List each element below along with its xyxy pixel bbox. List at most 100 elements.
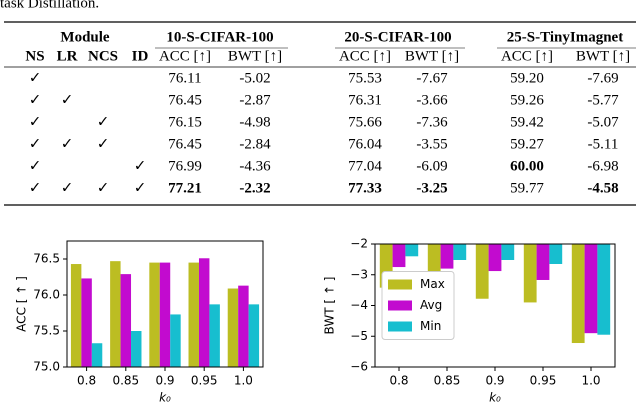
cell: 76.11 — [168, 70, 201, 86]
y-tick-label: 76.5 — [33, 252, 60, 266]
cell: -2.32 — [239, 180, 270, 196]
bar — [131, 331, 142, 367]
cell: -3.55 — [416, 136, 447, 152]
bar — [209, 304, 220, 367]
column-header: BWT [↑] — [405, 48, 459, 64]
x-axis-label: k₀ — [489, 391, 501, 405]
caption: task Distillation. — [0, 0, 99, 11]
bar — [597, 244, 611, 335]
x-tick-label: 0.9 — [485, 374, 504, 388]
column-header: ACC [↑] — [159, 48, 211, 64]
cell: -5.11 — [588, 136, 619, 152]
column-header: NCS — [88, 48, 118, 64]
bar — [238, 285, 249, 367]
column-header: LR — [57, 48, 78, 64]
check-mark: ✓ — [29, 114, 42, 130]
y-axis-label: ACC [ ↑ ] — [15, 276, 29, 332]
cell: -3.66 — [416, 92, 448, 108]
check-mark: ✓ — [97, 136, 110, 152]
cell: -4.36 — [239, 158, 271, 174]
bar — [440, 244, 454, 269]
bar — [70, 264, 82, 367]
cell: 77.33 — [348, 180, 382, 196]
column-header: BWT [↑] — [576, 48, 630, 64]
cell: 59.20 — [510, 70, 544, 86]
group-header: 10-S-CIFAR-100 — [166, 29, 273, 45]
bar — [453, 244, 467, 260]
y-axis-label: BWT [ ↑ ] — [323, 277, 337, 335]
cell: 76.45 — [168, 92, 202, 108]
check-mark: ✓ — [29, 158, 42, 174]
cell: -7.67 — [416, 70, 448, 86]
bar — [120, 274, 132, 367]
x-tick-label: 0.85 — [434, 374, 461, 388]
cell: -5.02 — [239, 70, 270, 86]
bar — [159, 262, 171, 367]
bar — [227, 288, 239, 367]
cell: -3.25 — [416, 180, 447, 196]
y-tick-label: 76.0 — [33, 288, 60, 302]
check-mark: ✓ — [134, 158, 147, 174]
cell: -5.07 — [587, 114, 619, 130]
cell: -6.09 — [416, 158, 447, 174]
cell: 59.27 — [510, 136, 544, 152]
bar — [475, 244, 489, 299]
cell: -4.98 — [239, 114, 270, 130]
y-tick-label: −6 — [350, 360, 368, 374]
group-header: 20-S-CIFAR-100 — [344, 29, 451, 45]
check-mark: ✓ — [29, 92, 42, 108]
bar — [149, 262, 160, 367]
cell: -7.69 — [587, 70, 618, 86]
check-mark: ✓ — [29, 180, 42, 196]
axes-frame — [66, 240, 264, 368]
cell: 75.66 — [348, 114, 382, 130]
column-header: ID — [132, 48, 149, 64]
group-header: 25-S-TinyImagnet — [507, 29, 623, 45]
column-header: ACC [↑] — [501, 48, 553, 64]
bar — [110, 261, 121, 367]
check-mark: ✓ — [61, 136, 74, 152]
cell: -2.84 — [239, 136, 271, 152]
check-mark: ✓ — [61, 180, 74, 196]
cell: 59.42 — [510, 114, 544, 130]
cell: 77.04 — [348, 158, 382, 174]
cell: -7.36 — [416, 114, 448, 130]
cell: 76.99 — [168, 158, 202, 174]
check-mark: ✓ — [97, 180, 110, 196]
legend-swatch — [388, 321, 412, 332]
bar — [549, 244, 563, 264]
cell: 59.77 — [510, 180, 544, 196]
check-mark: ✓ — [29, 136, 42, 152]
bar — [501, 244, 515, 260]
group-header: Module — [60, 29, 110, 45]
check-mark: ✓ — [134, 180, 147, 196]
y-tick-label: 75.5 — [33, 324, 60, 338]
cell: 75.53 — [348, 70, 382, 86]
bar — [198, 258, 210, 367]
column-header: BWT [↑] — [228, 48, 282, 64]
cell: -2.87 — [239, 92, 271, 108]
y-tick-label: −2 — [350, 237, 368, 251]
x-tick-label: 0.95 — [191, 374, 218, 388]
legend-label: Min — [420, 319, 441, 333]
legend-label: Avg — [420, 298, 442, 312]
y-tick-label: −4 — [350, 298, 368, 312]
bar — [248, 304, 260, 367]
bar — [170, 314, 181, 367]
cell: -4.58 — [587, 180, 618, 196]
y-tick-label: −5 — [350, 329, 368, 343]
x-axis-label: k₀ — [159, 391, 171, 405]
cell: 77.21 — [168, 180, 202, 196]
x-tick-label: 1.0 — [581, 374, 600, 388]
cell: 76.15 — [168, 114, 202, 130]
check-mark: ✓ — [29, 70, 42, 86]
bar — [405, 244, 419, 257]
legend-swatch — [388, 300, 412, 311]
x-tick-label: 1.0 — [234, 374, 253, 388]
check-mark: ✓ — [61, 92, 74, 108]
cell: 59.26 — [510, 92, 544, 108]
y-tick-label: −3 — [350, 267, 368, 281]
bar — [536, 244, 550, 280]
x-tick-label: 0.85 — [112, 374, 139, 388]
